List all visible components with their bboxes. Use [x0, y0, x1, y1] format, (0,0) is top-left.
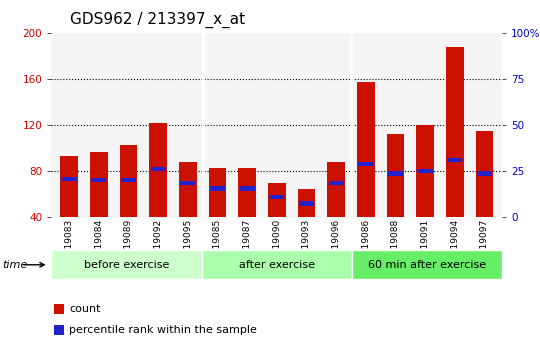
Bar [210, 187, 225, 190]
Bar [121, 178, 136, 183]
Bar [417, 169, 433, 173]
Bar [240, 187, 255, 190]
Bar [357, 82, 375, 217]
Bar [90, 151, 107, 217]
Bar [299, 201, 314, 206]
Bar [119, 145, 137, 217]
Bar [446, 47, 464, 217]
Bar [208, 168, 226, 217]
Bar [447, 158, 462, 162]
Bar [387, 134, 404, 217]
Bar [149, 123, 167, 217]
Bar [91, 178, 106, 183]
Text: count: count [69, 304, 100, 314]
Bar [269, 195, 285, 199]
Text: GDS962 / 213397_x_at: GDS962 / 213397_x_at [70, 12, 245, 28]
Bar [477, 171, 492, 176]
Text: 60 min after exercise: 60 min after exercise [368, 260, 486, 270]
Text: time: time [3, 260, 28, 270]
Bar [298, 188, 315, 217]
Bar [151, 167, 166, 171]
Bar [60, 156, 78, 217]
Bar [268, 183, 286, 217]
Bar [238, 168, 256, 217]
Bar [358, 162, 373, 166]
Bar [328, 181, 343, 185]
Bar [179, 162, 197, 217]
Bar [180, 181, 195, 185]
Text: percentile rank within the sample: percentile rank within the sample [69, 325, 257, 335]
Bar [62, 177, 77, 181]
Text: before exercise: before exercise [84, 260, 169, 270]
Bar [476, 131, 494, 217]
Bar [416, 125, 434, 217]
Bar [327, 162, 345, 217]
Text: after exercise: after exercise [239, 260, 315, 270]
Bar [388, 171, 403, 176]
